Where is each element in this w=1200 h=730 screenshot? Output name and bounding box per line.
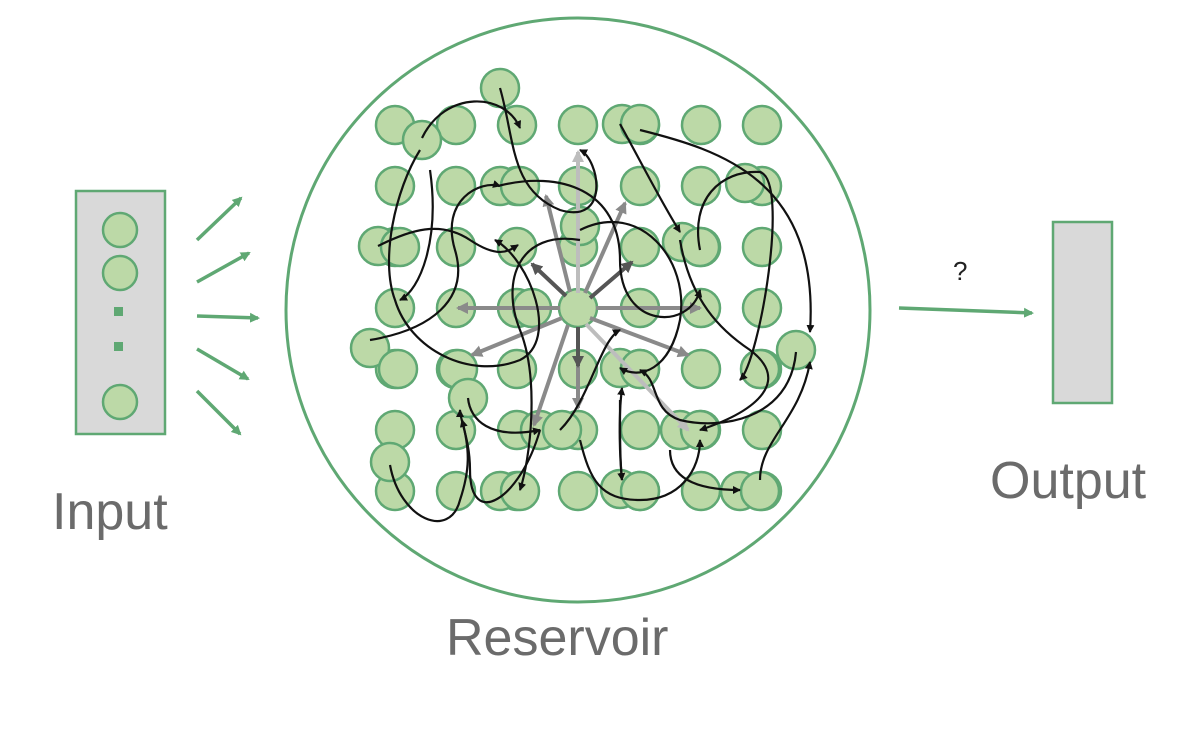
recurrent-edge bbox=[421, 100, 522, 139]
recurrent-edge bbox=[578, 439, 704, 502]
input-arrows bbox=[195, 196, 260, 436]
reservoir-node bbox=[496, 348, 538, 390]
reservoir-node bbox=[499, 165, 541, 207]
output-box bbox=[1051, 220, 1114, 405]
reservoir-node bbox=[401, 119, 443, 161]
fanout-arrow bbox=[589, 316, 690, 358]
output-label: Output bbox=[990, 452, 1147, 510]
reservoir-node bbox=[619, 470, 661, 512]
fanout-arrow bbox=[584, 322, 690, 432]
input-label: Input bbox=[52, 483, 168, 541]
recurrent-edge bbox=[668, 449, 741, 494]
recurrent-edge bbox=[466, 397, 541, 436]
fanout-arrow bbox=[588, 260, 634, 300]
reservoir-node bbox=[557, 104, 599, 146]
fanout-arrow bbox=[470, 316, 563, 357]
fanout-arrow bbox=[531, 324, 570, 427]
recurrent-connections bbox=[369, 87, 815, 523]
fanout-arrow bbox=[530, 262, 568, 298]
reservoir-node bbox=[741, 104, 783, 146]
input-node bbox=[101, 254, 139, 292]
recurrent-edge bbox=[497, 179, 703, 319]
recurrent-edge bbox=[388, 419, 469, 523]
recurrent-edge bbox=[579, 220, 683, 376]
reservoir-node bbox=[374, 165, 416, 207]
recurrent-edge bbox=[639, 351, 798, 425]
reservoir-node bbox=[435, 165, 477, 207]
recurrent-edge bbox=[758, 361, 813, 481]
reservoir-node bbox=[369, 441, 411, 483]
reservoir-label: Reservoir bbox=[446, 609, 669, 667]
readout-arrow bbox=[898, 306, 1034, 318]
readout-question-mark: ? bbox=[953, 256, 968, 286]
recurrent-edge bbox=[697, 170, 774, 381]
recurrent-edge bbox=[511, 237, 581, 491]
input-arrow bbox=[196, 312, 260, 323]
reservoir-node bbox=[379, 226, 421, 268]
reservoir-node bbox=[496, 104, 538, 146]
reservoir-node bbox=[741, 226, 783, 268]
reservoir-node bbox=[680, 104, 722, 146]
input-arrow bbox=[196, 347, 250, 381]
recurrent-edge bbox=[639, 128, 815, 333]
recurrent-edge bbox=[559, 329, 621, 431]
ellipsis-dot bbox=[114, 307, 123, 316]
recurrent-edge bbox=[678, 239, 770, 432]
reservoir-node bbox=[377, 348, 419, 390]
recurrent-edge bbox=[369, 180, 501, 342]
reservoir-node bbox=[499, 470, 541, 512]
input-vector bbox=[74, 189, 167, 436]
fanout-arrow bbox=[583, 201, 627, 294]
reservoir-node bbox=[619, 409, 661, 451]
reservoir-node bbox=[680, 165, 722, 207]
reservoir-node bbox=[557, 470, 599, 512]
recurrent-edge bbox=[619, 123, 681, 233]
reservoir-node bbox=[619, 226, 661, 268]
reservoir-node bbox=[775, 329, 817, 371]
recurrent-edge bbox=[377, 227, 519, 253]
fanout-arrow bbox=[542, 194, 572, 293]
input-arrow bbox=[195, 196, 243, 242]
recurrent-edge bbox=[498, 87, 598, 214]
recurrent-edge bbox=[387, 149, 541, 368]
ellipsis-dot bbox=[114, 342, 123, 351]
input-node bbox=[101, 383, 139, 421]
input-arrow bbox=[196, 251, 251, 284]
recurrent-edge bbox=[399, 169, 434, 301]
reservoir-node bbox=[724, 162, 766, 204]
reservoir-node bbox=[541, 409, 583, 451]
reservoir-node bbox=[680, 348, 722, 390]
central-fanout-arrows bbox=[456, 150, 702, 432]
input-arrow bbox=[195, 389, 242, 436]
input-node bbox=[101, 211, 139, 249]
recurrent-edge bbox=[617, 387, 626, 481]
